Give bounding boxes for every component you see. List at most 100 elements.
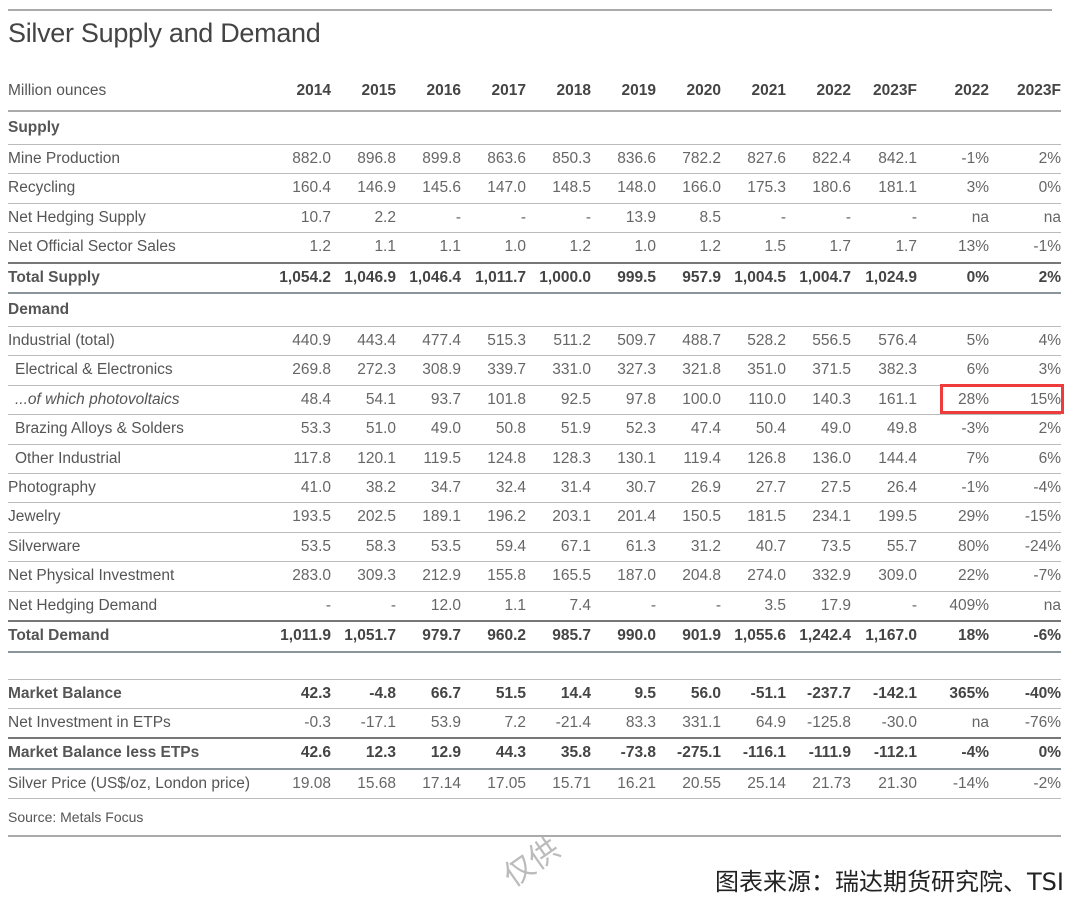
value-cell: 19.08	[266, 768, 331, 800]
value-cell: 189.1	[396, 502, 461, 533]
pct-change-cell: 2%	[989, 414, 1061, 445]
value-cell: 187.0	[591, 561, 656, 592]
table-row: Silver Price (US$/oz, London price) 19.08…	[8, 768, 1061, 800]
row-label: Market Balance less ETPs	[8, 737, 266, 770]
year-header: 2018	[526, 72, 591, 112]
pct-header: 2022	[917, 72, 989, 112]
value-cell: -	[591, 591, 656, 622]
value-cell: 1.2	[656, 232, 721, 264]
value-cell: 1,051.7	[331, 620, 396, 653]
row-label: Net Official Sector Sales	[8, 232, 266, 264]
value-cell: 331.1	[656, 708, 721, 739]
pct-change-cell: 22%	[917, 561, 989, 592]
value-cell: 128.3	[526, 444, 591, 475]
value-cell: 509.7	[591, 326, 656, 357]
value-cell: 327.3	[591, 355, 656, 386]
spacer-cell	[8, 651, 1061, 680]
table-row: ...of which photovoltaics 48.4 54.1 93.7 101…	[8, 385, 1061, 416]
value-cell: -	[851, 203, 917, 234]
row-label: Net Physical Investment	[8, 561, 266, 592]
year-header: 2014	[266, 72, 331, 112]
value-cell: 309.0	[851, 561, 917, 592]
value-cell: 556.5	[786, 326, 851, 357]
row-label: ...of which photovoltaics	[8, 385, 266, 416]
table-row: Electrical & Electronics 269.8 272.3 308.9 3…	[8, 355, 1061, 386]
pct-change-cell: -1%	[917, 473, 989, 504]
value-cell: 41.0	[266, 473, 331, 504]
value-cell: 17.05	[461, 768, 526, 800]
row-label: Jewelry	[8, 502, 266, 533]
value-cell: 9.5	[591, 679, 656, 709]
value-cell: -	[396, 203, 461, 234]
value-cell: 49.8	[851, 414, 917, 445]
value-cell: 27.5	[786, 473, 851, 504]
table-row: Industrial (total) 440.9 443.4 477.4 515.3 51…	[8, 326, 1061, 357]
value-cell: 66.7	[396, 679, 461, 709]
value-cell: 201.4	[591, 502, 656, 533]
value-cell: 56.0	[656, 679, 721, 709]
value-cell: 117.8	[266, 444, 331, 475]
value-cell: 17.14	[396, 768, 461, 800]
pct-change-cell: 29%	[917, 502, 989, 533]
value-cell: 26.9	[656, 473, 721, 504]
value-cell: 1,004.5	[721, 261, 786, 295]
row-label: Photography	[8, 473, 266, 504]
value-cell: -0.3	[266, 708, 331, 739]
value-cell: 1,055.6	[721, 620, 786, 653]
value-cell: 53.3	[266, 414, 331, 445]
value-cell: 101.8	[461, 385, 526, 416]
value-cell: 1.0	[591, 232, 656, 264]
value-cell: 850.3	[526, 144, 591, 175]
pct-change-cell: na	[917, 203, 989, 234]
value-cell: 269.8	[266, 355, 331, 386]
value-cell: 100.0	[656, 385, 721, 416]
value-cell: 234.1	[786, 502, 851, 533]
value-cell: 1.2	[266, 232, 331, 264]
year-header: 2021	[721, 72, 786, 112]
table-row: Market Balance 42.3 -4.8 66.7 51.5 14.4 9.5 56.…	[8, 679, 1061, 709]
value-cell: 26.4	[851, 473, 917, 504]
value-cell: 896.8	[331, 144, 396, 175]
pct-change-cell: 13%	[917, 232, 989, 264]
table-row: Net Physical Investment 283.0 309.3 212.9 15…	[8, 561, 1061, 592]
value-cell: 150.5	[656, 502, 721, 533]
value-cell: -142.1	[851, 679, 917, 709]
value-cell: 47.4	[656, 414, 721, 445]
value-cell: 212.9	[396, 561, 461, 592]
row-label: Silver Price (US$/oz, London price)	[8, 768, 266, 800]
value-cell: 166.0	[656, 173, 721, 204]
table-row: Photography 41.0 38.2 34.7 32.4 31.4 30.7 26.9 2…	[8, 473, 1061, 504]
year-header: 2023F	[851, 72, 917, 112]
row-label: Electrical & Electronics	[8, 355, 266, 386]
year-header: 2022	[786, 72, 851, 112]
pct-change-cell: -1%	[989, 232, 1061, 264]
value-cell: -	[266, 591, 331, 622]
value-cell: 308.9	[396, 355, 461, 386]
value-cell: 196.2	[461, 502, 526, 533]
value-cell: 199.5	[851, 502, 917, 533]
value-cell: 960.2	[461, 620, 526, 653]
value-cell: 97.8	[591, 385, 656, 416]
value-cell: 882.0	[266, 144, 331, 175]
value-cell: 51.5	[461, 679, 526, 709]
value-cell: 25.14	[721, 768, 786, 800]
value-cell: 160.4	[266, 173, 331, 204]
value-cell: 1,000.0	[526, 261, 591, 295]
year-header: 2017	[461, 72, 526, 112]
section-demand: Demand	[8, 293, 1061, 328]
source-note: Source: Metals Focus	[8, 798, 1061, 838]
value-cell: 119.4	[656, 444, 721, 475]
value-cell: 511.2	[526, 326, 591, 357]
value-cell: 272.3	[331, 355, 396, 386]
value-cell: 146.9	[331, 173, 396, 204]
pct-change-cell: 409%	[917, 591, 989, 622]
value-cell: 1.2	[526, 232, 591, 264]
value-cell: -125.8	[786, 708, 851, 739]
value-cell: 140.3	[786, 385, 851, 416]
total-row: Market Balance less ETPs 42.6 12.3 12.9 44.3…	[8, 737, 1061, 770]
value-cell: 61.3	[591, 532, 656, 563]
value-cell: 42.3	[266, 679, 331, 709]
value-cell: 10.7	[266, 203, 331, 234]
value-cell: 309.3	[331, 561, 396, 592]
value-cell: 863.6	[461, 144, 526, 175]
